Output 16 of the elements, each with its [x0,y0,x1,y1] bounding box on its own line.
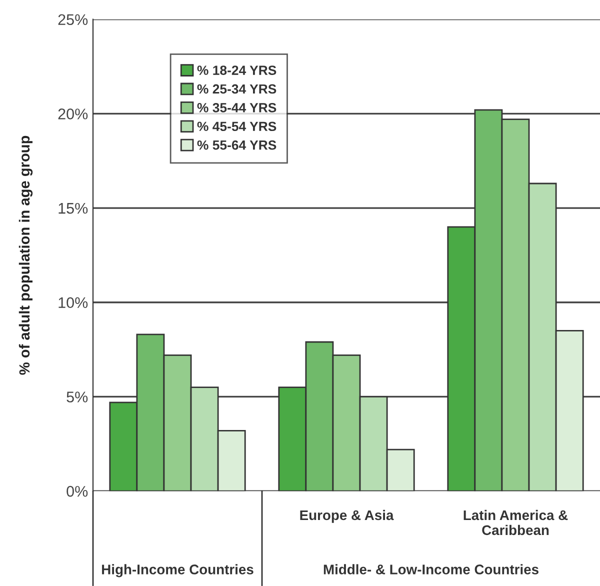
text: Middle- & Low-Income Countries [324,564,538,574]
y-tick-label: 0% [66,486,88,497]
text: High-Income Countries [102,564,254,578]
legend-label: % 55-64 YRS [197,140,276,150]
y-tick-label: 25% [58,14,88,26]
y-tick-label: 5% [66,392,88,402]
y-tick-label: 10% [58,297,88,308]
legend-label: % 45-54 YRS [197,122,276,132]
y-axis-title: % of adult population in age group [18,136,33,375]
y-tick-label: 15% [58,202,88,214]
legend-label: % 18-24 YRS [197,66,276,75]
x-tick-label: Latin America & Caribbean [464,510,568,536]
legend-label: % 35-44 YRS [197,103,276,112]
x-tick-label: Europe & Asia [300,510,394,523]
legend-label: % 25-34 YRS [197,84,276,94]
y-tick-label: 20% [58,108,88,120]
